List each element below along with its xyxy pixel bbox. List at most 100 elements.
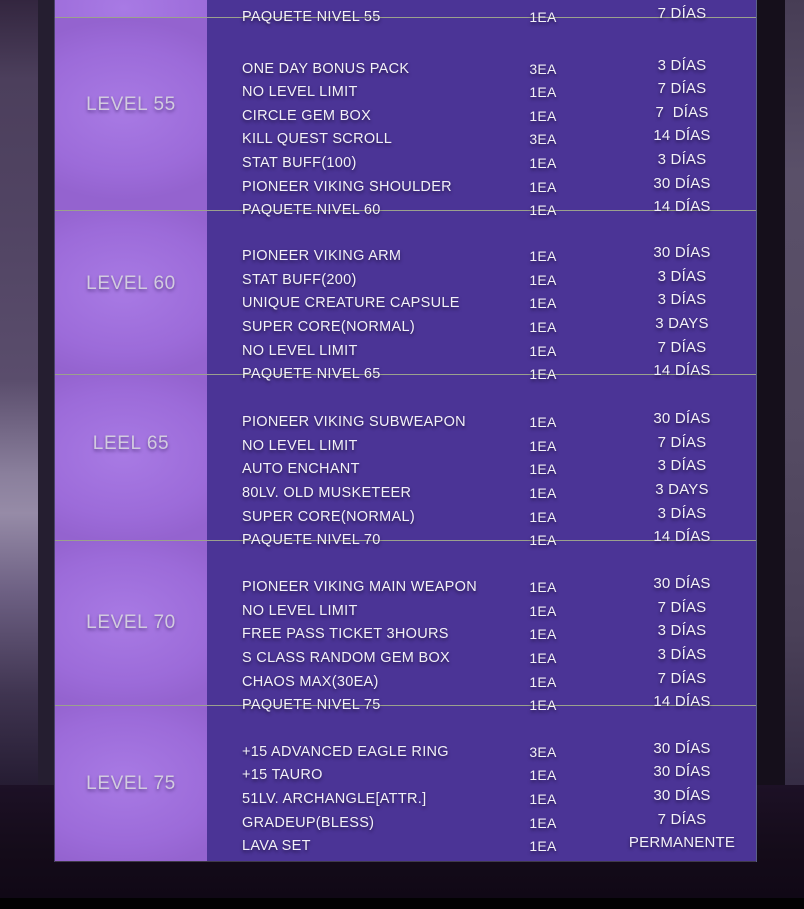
rows: PIONEER VIKING SUBWEAPON 1EA 30 DÍAS NO …: [207, 410, 756, 552]
item-quantity: 1EA: [529, 532, 557, 549]
level-section: LEEL 65 PIONEER VIKING SUBWEAPON 1EA 30 …: [55, 375, 756, 548]
table-row: S CLASS RANDOM GEM BOX 1EA 3 DÍAS: [207, 646, 756, 670]
table-row: 51LV. ARCHANGLE[ATTR.] 1EA 30 DÍAS: [207, 787, 756, 811]
background-right-band: [785, 0, 804, 790]
item-name: PAQUETE NIVEL 70: [242, 532, 381, 549]
level-section: LEVEL 55 ONE DAY BONUS PACK 3EA 3 DÍAS N…: [55, 18, 756, 218]
bottom-black-bar: [0, 898, 804, 909]
rows: PAQUETE NIVEL 55 1EA 7 DÍAS: [207, 5, 756, 29]
table-row: PAQUETE NIVEL 75 1EA 14 DÍAS: [207, 693, 756, 717]
item-duration: 3 DÍAS: [657, 622, 707, 640]
table-row: NO LEVEL LIMIT 1EA 7 DÍAS: [207, 434, 756, 458]
section-content: PIONEER VIKING MAIN WEAPON 1EA 30 DÍAS N…: [207, 541, 756, 713]
item-quantity: 1EA: [529, 673, 557, 690]
item-quantity: 1EA: [529, 697, 557, 714]
item-duration: 14 DÍAS: [653, 362, 711, 380]
level-label-cell: LEEL 65: [55, 375, 207, 540]
item-duration: 30 DÍAS: [653, 575, 711, 593]
level-section: LEVEL 60 PIONEER VIKING ARM 1EA 30 DÍAS …: [55, 211, 756, 382]
item-name: CIRCLE GEM BOX: [242, 107, 372, 124]
level-label-cell: LEVEL 70: [55, 541, 207, 705]
item-name: STAT BUFF(100): [242, 155, 357, 172]
item-name: NO LEVEL LIMIT: [242, 437, 358, 454]
rows: PIONEER VIKING MAIN WEAPON 1EA 30 DÍAS N…: [207, 575, 756, 717]
item-quantity: 3EA: [529, 743, 557, 760]
item-name: PIONEER VIKING SUBWEAPON: [242, 414, 466, 431]
level-label: LEVEL 75: [86, 772, 176, 794]
table-row: +15 TAURO 1EA 30 DÍAS: [207, 763, 756, 788]
item-duration: 7 DÍAS: [655, 103, 709, 121]
item-quantity: 1EA: [529, 319, 557, 336]
item-name: PAQUETE NIVEL 75: [242, 697, 381, 714]
table-row: LAVA SET 1EA PERMANENTE: [207, 834, 756, 858]
item-duration: 7 DÍAS: [657, 80, 707, 98]
item-name: PIONEER VIKING ARM: [242, 248, 402, 265]
item-name: NO LEVEL LIMIT: [242, 342, 358, 359]
section-content: ONE DAY BONUS PACK 3EA 3 DÍAS NO LEVEL L…: [207, 18, 756, 218]
table-row: SUPER CORE(NORMAL) 1EA 3 DÍAS: [207, 505, 756, 529]
item-name: KILL QUEST SCROLL: [242, 131, 393, 148]
item-name: PAQUETE NIVEL 65: [242, 366, 381, 383]
item-name: SUPER CORE(NORMAL): [242, 319, 415, 336]
item-quantity: 3EA: [529, 60, 557, 77]
item-quantity: 1EA: [529, 271, 557, 288]
level-section: PAQUETE NIVEL 55 1EA 7 DÍAS: [55, 0, 756, 25]
item-duration: 7 DÍAS: [657, 598, 707, 616]
item-quantity: 1EA: [529, 650, 557, 667]
level-label: LEVEL 60: [86, 272, 176, 294]
item-quantity: 1EA: [529, 437, 557, 454]
item-quantity: 1EA: [529, 814, 557, 831]
table-row: PIONEER VIKING SHOULDER 1EA 30 DÍAS: [207, 175, 756, 199]
item-name: SUPER CORE(NORMAL): [242, 508, 415, 525]
table-row: PIONEER VIKING ARM 1EA 30 DÍAS: [207, 244, 756, 268]
item-duration: 30 DÍAS: [653, 174, 711, 192]
item-quantity: 1EA: [529, 579, 557, 596]
item-quantity: 1EA: [529, 626, 557, 643]
item-duration: 3 DÍAS: [657, 267, 707, 285]
table-row: PAQUETE NIVEL 55 1EA 7 DÍAS: [207, 5, 756, 29]
item-duration: 14 DÍAS: [653, 693, 711, 711]
item-duration: 7 DÍAS: [657, 669, 707, 687]
item-name: LAVA SET: [242, 838, 311, 855]
table-row: CHAOS MAX(30EA) 1EA 7 DÍAS: [207, 670, 756, 694]
item-duration: 3 DÍAS: [657, 56, 707, 74]
item-name: PAQUETE NIVEL 55: [242, 9, 381, 26]
item-quantity: 1EA: [529, 342, 557, 359]
level-section: LEVEL 70 PIONEER VIKING MAIN WEAPON 1EA …: [55, 541, 756, 713]
item-name: 80LV. OLD MUSKETEER: [242, 485, 412, 502]
item-duration: 14 DÍAS: [653, 127, 711, 145]
item-name: STAT BUFF(200): [242, 271, 357, 288]
section-content: PIONEER VIKING SUBWEAPON 1EA 30 DÍAS NO …: [207, 375, 756, 548]
item-duration: PERMANENTE: [628, 834, 736, 852]
table-row: NO LEVEL LIMIT 1EA 7 DÍAS: [207, 80, 756, 104]
rows: +15 ADVANCED EAGLE RING 3EA 30 DÍAS +15 …: [207, 740, 756, 858]
table-row: ONE DAY BONUS PACK 3EA 3 DÍAS: [207, 57, 756, 81]
table-row: PAQUETE NIVEL 60 1EA 14 DÍAS: [207, 198, 756, 222]
item-quantity: 1EA: [529, 248, 557, 265]
item-duration: 3 DÍAS: [657, 504, 707, 522]
item-quantity: 1EA: [529, 295, 557, 312]
item-quantity: 1EA: [529, 84, 557, 101]
level-label: LEVEL 55: [86, 94, 176, 115]
item-quantity: 1EA: [529, 485, 557, 502]
table-row: NO LEVEL LIMIT 1EA 7 DÍAS: [207, 339, 756, 363]
table-row: PAQUETE NIVEL 70 1EA 14 DÍAS: [207, 528, 756, 552]
rows: PIONEER VIKING ARM 1EA 30 DÍAS STAT BUFF…: [207, 244, 756, 386]
item-name: FREE PASS TICKET 3HOURS: [242, 626, 449, 643]
table-row: SUPER CORE(NORMAL) 1EA 3 DAYS: [207, 315, 756, 339]
level-label-cell: [55, 0, 207, 17]
level-label-cell: LEVEL 55: [55, 18, 207, 210]
item-quantity: 1EA: [529, 791, 557, 808]
item-duration: 14 DÍAS: [653, 528, 711, 546]
table-row: STAT BUFF(200) 1EA 3 DÍAS: [207, 268, 756, 292]
item-name: +15 TAURO: [242, 767, 323, 784]
section-content: PAQUETE NIVEL 55 1EA 7 DÍAS: [207, 0, 756, 25]
item-duration: 7 DÍAS: [657, 5, 707, 23]
table-row: PIONEER VIKING SUBWEAPON 1EA 30 DÍAS: [207, 410, 756, 434]
item-quantity: 1EA: [529, 602, 557, 619]
item-name: NO LEVEL LIMIT: [242, 84, 358, 101]
rewards-table: PAQUETE NIVEL 55 1EA 7 DÍAS LEVEL 55 ONE…: [54, 0, 757, 862]
background-left-strip: [38, 0, 54, 790]
item-duration: 30 DÍAS: [653, 787, 711, 805]
